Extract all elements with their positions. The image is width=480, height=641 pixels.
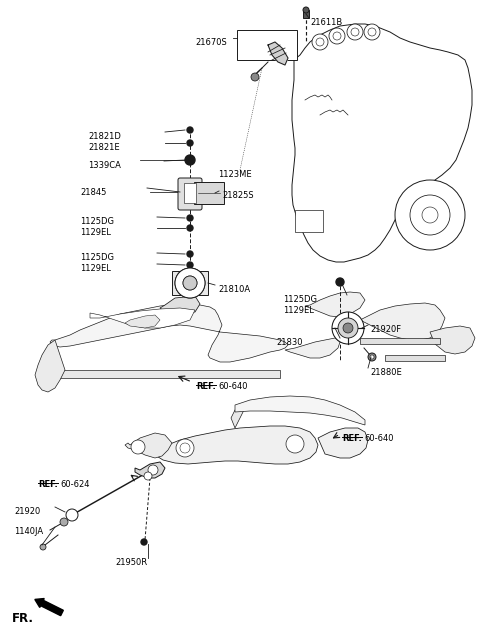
Circle shape [185, 155, 195, 165]
Bar [184, 183, 196, 203]
Text: 1123ME: 1123ME [218, 170, 252, 179]
Polygon shape [385, 355, 445, 361]
Text: 21670S: 21670S [195, 38, 227, 47]
Circle shape [187, 225, 193, 231]
Text: 21920F: 21920F [370, 325, 401, 334]
Polygon shape [360, 338, 440, 344]
Text: 21821D: 21821D [88, 132, 121, 141]
Circle shape [286, 435, 304, 453]
FancyBboxPatch shape [178, 178, 202, 210]
Circle shape [187, 251, 193, 257]
Circle shape [187, 262, 193, 268]
Polygon shape [355, 303, 445, 340]
Text: 60-640: 60-640 [218, 382, 248, 391]
Text: 1129EL: 1129EL [283, 306, 314, 315]
Polygon shape [172, 271, 208, 295]
Bar [303, 10, 309, 18]
Text: 1129EL: 1129EL [80, 228, 111, 237]
Circle shape [251, 73, 259, 81]
Text: 60-624: 60-624 [60, 480, 89, 489]
Circle shape [175, 268, 205, 298]
Text: 1125DG: 1125DG [80, 217, 114, 226]
Text: 1125DG: 1125DG [283, 295, 317, 304]
Text: 21611B: 21611B [310, 18, 342, 27]
Circle shape [176, 439, 194, 457]
Text: 1125DG: 1125DG [80, 253, 114, 262]
Circle shape [351, 28, 359, 36]
Text: FR.: FR. [12, 612, 34, 625]
Circle shape [333, 32, 341, 40]
Text: 60-640: 60-640 [364, 434, 394, 443]
Polygon shape [160, 296, 200, 314]
Polygon shape [318, 428, 368, 458]
Circle shape [332, 312, 364, 344]
Text: 21950R: 21950R [115, 558, 147, 567]
Circle shape [183, 276, 197, 290]
Circle shape [183, 276, 197, 290]
Polygon shape [231, 404, 244, 428]
Circle shape [343, 323, 353, 333]
Text: 21845: 21845 [80, 188, 107, 197]
Circle shape [347, 24, 363, 40]
Text: 21825S: 21825S [222, 191, 253, 200]
Text: 21810A: 21810A [218, 285, 250, 294]
Circle shape [144, 472, 152, 480]
Bar [295, 210, 323, 232]
Circle shape [422, 207, 438, 223]
Circle shape [410, 195, 450, 235]
Text: REF.: REF. [342, 434, 362, 443]
Polygon shape [430, 326, 475, 354]
Text: 21920: 21920 [14, 507, 40, 516]
Circle shape [336, 278, 344, 286]
Polygon shape [60, 370, 280, 378]
Text: 1140JA: 1140JA [14, 527, 43, 536]
Polygon shape [125, 315, 160, 328]
Circle shape [338, 318, 358, 338]
Circle shape [175, 268, 205, 298]
Circle shape [303, 7, 309, 13]
Circle shape [60, 518, 68, 526]
Circle shape [141, 539, 147, 545]
Polygon shape [235, 396, 365, 425]
Polygon shape [125, 433, 172, 458]
Circle shape [370, 355, 374, 359]
Polygon shape [305, 292, 365, 317]
Bar [237, 30, 297, 60]
Circle shape [180, 443, 190, 453]
Circle shape [368, 28, 376, 36]
Text: 21880E: 21880E [370, 368, 402, 377]
Text: 21830: 21830 [276, 338, 302, 347]
Polygon shape [50, 304, 288, 362]
Polygon shape [285, 338, 340, 358]
Circle shape [364, 24, 380, 40]
Bar [194, 182, 224, 204]
Circle shape [187, 140, 193, 146]
Circle shape [187, 127, 193, 133]
Text: 1339CA: 1339CA [88, 161, 121, 170]
FancyArrow shape [35, 599, 63, 616]
Circle shape [40, 544, 46, 550]
Circle shape [131, 440, 145, 454]
Polygon shape [292, 24, 472, 262]
Polygon shape [135, 462, 165, 478]
Text: REF.: REF. [38, 480, 58, 489]
Text: 1129EL: 1129EL [80, 264, 111, 273]
Text: 21821E: 21821E [88, 143, 120, 152]
Circle shape [187, 215, 193, 221]
Circle shape [66, 509, 78, 521]
Polygon shape [35, 340, 65, 392]
Circle shape [329, 28, 345, 44]
Circle shape [395, 180, 465, 250]
Polygon shape [153, 426, 318, 464]
Circle shape [316, 38, 324, 46]
Polygon shape [90, 308, 195, 328]
Circle shape [368, 353, 376, 361]
Polygon shape [268, 42, 288, 65]
Circle shape [312, 34, 328, 50]
Text: REF.: REF. [196, 382, 216, 391]
Circle shape [148, 465, 158, 475]
